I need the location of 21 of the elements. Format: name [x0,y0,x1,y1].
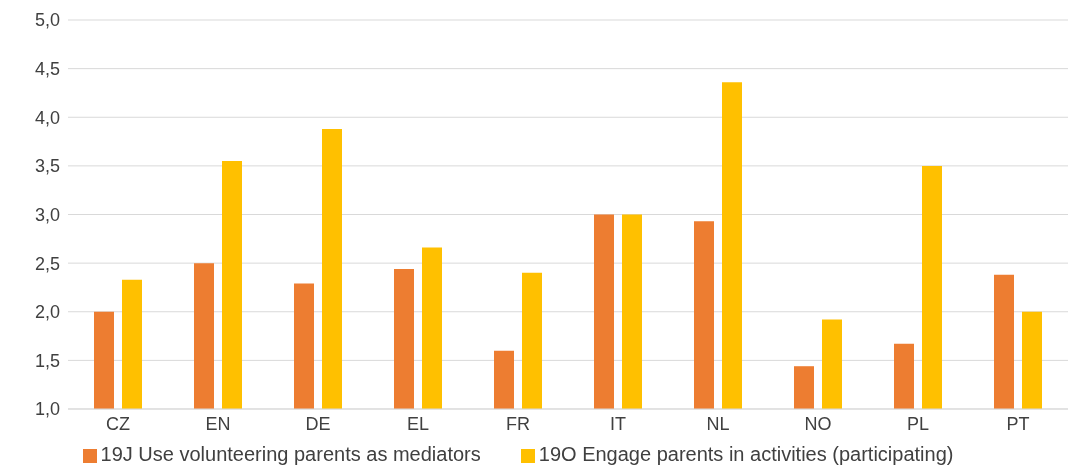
y-tick-label: 3,0 [34,204,60,225]
x-tick-label: NO [804,413,832,434]
y-tick-label: 1,5 [34,350,60,371]
x-tick-label: DE [305,413,331,434]
y-tick-label: 5,0 [34,10,60,31]
y-tick-label: 1,0 [34,399,60,420]
x-tick-label: IT [610,413,626,434]
x-tick-label: PT [1006,413,1030,434]
x-tick-label: CZ [106,413,130,434]
x-tick-label: NL [706,413,730,434]
legend-label: 19J Use volunteering parents as mediators [100,443,481,465]
legend-label: 19O Engage parents in activities (participating) [538,443,954,465]
y-tick-label: 2,5 [34,253,60,274]
x-tick-label: EN [205,413,231,434]
x-tick-label: PL [906,413,930,434]
y-tick-label: 4,0 [34,107,60,128]
x-tick-label: EL [406,413,430,434]
y-tick-label: 3,5 [34,156,60,177]
y-tick-label: 4,5 [34,59,60,80]
x-tick-label: FR [506,413,530,434]
y-tick-label: 2,0 [34,302,60,323]
